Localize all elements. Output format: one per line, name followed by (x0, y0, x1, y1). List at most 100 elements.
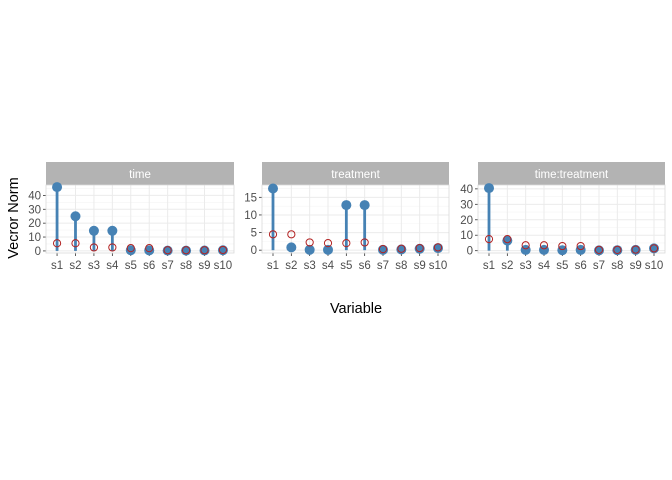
lollipop-point (359, 200, 370, 211)
threshold-point (433, 243, 443, 252)
threshold-point (268, 230, 278, 239)
x-tick-label: s1 (51, 260, 63, 272)
threshold-point (503, 234, 512, 244)
y-axis-title: Vecror Norm (6, 177, 22, 258)
facet-strip (46, 162, 234, 185)
x-tick-label: s9 (198, 260, 210, 272)
x-tick-label: s5 (340, 260, 352, 272)
panel-border (477, 184, 666, 254)
panel-border (261, 184, 450, 254)
x-tick-label: s1 (483, 260, 495, 272)
threshold-point (378, 245, 388, 254)
threshold-point (163, 246, 172, 255)
lollipop-point (323, 244, 333, 255)
x-tick-label: s4 (538, 260, 551, 272)
lollipop-point (125, 245, 136, 256)
y-tick-label: 0 (35, 246, 41, 258)
threshold-point (108, 243, 117, 252)
x-tick-label: s4 (106, 260, 119, 272)
x-tick-label: s3 (304, 260, 316, 272)
x-tick-label: s10 (645, 260, 664, 272)
y-tick-label: 0 (467, 246, 473, 258)
lollipop-point (502, 235, 513, 246)
lollipop-point (52, 182, 63, 193)
facet-strip (262, 162, 449, 185)
x-tick-label: s2 (69, 260, 81, 272)
y-tick-label: 30 (460, 199, 473, 211)
panel-border (45, 184, 235, 254)
y-tick-label: 40 (28, 190, 41, 202)
threshold-point (484, 234, 494, 244)
threshold-point (521, 241, 530, 250)
y-tick-label: 5 (251, 228, 257, 240)
threshold-point (649, 244, 659, 253)
x-tick-label: s2 (285, 260, 297, 272)
y-tick-label: 10 (28, 232, 41, 244)
panel-3: time:treatment 0 10 20 30 40 s1 s2 s3 s4 s5 s6 s7 s8 s… (460, 162, 666, 272)
lollipop-point (304, 244, 315, 255)
x-tick-label: s5 (125, 260, 137, 272)
x-tick-label: s3 (88, 260, 100, 272)
threshold-point (71, 239, 80, 248)
x-tick-label: s4 (322, 260, 335, 272)
x-tick-label: s10 (429, 260, 448, 272)
x-tick-label: s6 (359, 260, 371, 272)
threshold-point (576, 241, 585, 251)
lollipop-point (107, 225, 118, 236)
x-tick-label: s9 (414, 260, 426, 272)
facet-strip-label: treatment (331, 169, 380, 181)
threshold-point (342, 239, 351, 248)
x-tick-label: s8 (611, 260, 623, 272)
threshold-point (323, 239, 333, 248)
x-tick-label: s1 (267, 260, 279, 272)
threshold-point (126, 244, 135, 253)
lollipop-point (268, 183, 278, 194)
lollipop-point (88, 225, 99, 236)
x-tick-label: s2 (501, 260, 513, 272)
threshold-point (594, 245, 604, 255)
facet-strip-label: time (129, 169, 151, 181)
lollipop-point (341, 200, 352, 211)
threshold-point (305, 238, 314, 247)
threshold-point (415, 243, 424, 253)
threshold-point (558, 241, 567, 251)
y-tick-label: 10 (460, 230, 473, 242)
lollipop-point (286, 242, 297, 253)
panel-1: time 0 10 20 30 40 s1 s2 s3 s4 s5 s6 s7 s8 s9 s10 (28, 162, 235, 272)
threshold-point (200, 246, 209, 255)
lollipop-point (557, 245, 568, 256)
x-tick-label: s3 (520, 260, 532, 272)
facet-strip-label: time:treatment (535, 169, 609, 181)
y-tick-label: 10 (244, 210, 257, 222)
threshold-point (145, 244, 154, 253)
x-tick-label: s10 (214, 260, 233, 272)
threshold-point (52, 239, 62, 248)
threshold-point (218, 245, 228, 255)
x-tick-label: s9 (630, 260, 642, 272)
threshold-point (287, 230, 296, 239)
threshold-point (181, 246, 191, 255)
facet-strip (478, 162, 665, 185)
x-tick-label: s7 (593, 260, 605, 272)
lollipop-point (70, 211, 81, 222)
x-tick-label: s7 (162, 260, 174, 272)
panel-2: treatment 0 5 10 15 s1 s2 s3 s4 s5 s6 s7 s8 s9 s10 (244, 162, 450, 272)
threshold-point (539, 241, 549, 250)
x-tick-label: s8 (180, 260, 192, 272)
lollipop-point (484, 183, 494, 194)
lollipop-point (144, 245, 155, 256)
threshold-point (89, 243, 99, 252)
threshold-point (613, 245, 622, 255)
x-tick-label: s7 (377, 260, 389, 272)
y-tick-label: 20 (460, 215, 473, 227)
y-tick-label: 15 (244, 192, 257, 204)
x-tick-label: s5 (556, 260, 568, 272)
x-tick-label: s6 (575, 260, 587, 272)
y-tick-label: 40 (460, 184, 473, 196)
y-tick-label: 20 (28, 218, 41, 230)
threshold-point (397, 244, 406, 253)
threshold-point (360, 238, 369, 247)
y-tick-label: 0 (251, 245, 257, 257)
